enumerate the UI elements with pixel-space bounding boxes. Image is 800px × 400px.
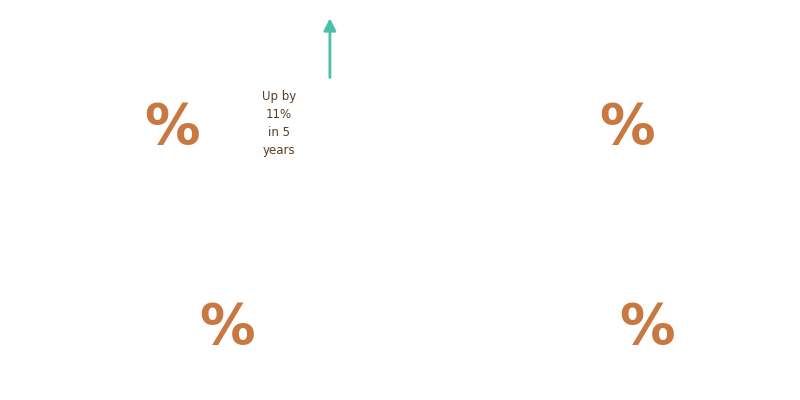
- Text: Scholarly Practitioner: Scholarly Practitioner: [27, 225, 290, 245]
- Text: 10: 10: [506, 272, 631, 360]
- Text: %: %: [600, 100, 655, 154]
- Text: %: %: [619, 300, 675, 354]
- Text: Instructional Practitioner: Instructional Practitioner: [427, 225, 732, 245]
- Text: Scholarly Academic: Scholarly Academic: [27, 25, 262, 45]
- Text: 75: 75: [38, 72, 165, 160]
- Text: Up by
11%
in 5
years: Up by 11% in 5 years: [262, 90, 296, 157]
- Text: %: %: [200, 300, 255, 354]
- Text: Practice Academic: Practice Academic: [427, 25, 649, 45]
- Ellipse shape: [216, 61, 342, 186]
- Text: 8: 8: [522, 72, 584, 160]
- Text: 3: 3: [122, 272, 184, 360]
- Text: %: %: [145, 100, 200, 154]
